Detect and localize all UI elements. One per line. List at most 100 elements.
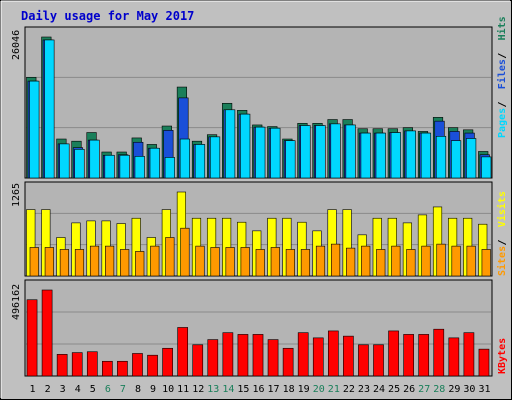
- bar-pages: [104, 154, 115, 179]
- bar-kbytes: [162, 347, 173, 377]
- bar-pages: [44, 39, 55, 179]
- bar-pages: [164, 157, 175, 179]
- bar-sites: [44, 247, 54, 277]
- x-tick-label: 27: [418, 384, 430, 395]
- bar-kbytes: [433, 328, 445, 377]
- bar-pages: [285, 140, 296, 179]
- bar-sites: [135, 251, 145, 277]
- bar-pages: [194, 144, 206, 179]
- bar-sites: [105, 245, 115, 277]
- bar-pages: [209, 136, 221, 179]
- bar-sites: [451, 245, 461, 277]
- x-tick-label: 7: [120, 384, 126, 395]
- x-tick-label: 1: [30, 384, 36, 395]
- bar-kbytes: [373, 344, 384, 377]
- legend-kbytes: KBytes: [497, 338, 508, 374]
- bar-pages: [466, 138, 477, 179]
- bar-sites: [195, 245, 205, 277]
- y-max-label-visits: 1265: [11, 183, 22, 207]
- bar-kbytes: [102, 360, 113, 377]
- bar-sites: [285, 249, 295, 277]
- legend-files: Files: [496, 59, 508, 89]
- bar-sites: [240, 247, 250, 277]
- bar-sites: [421, 245, 431, 277]
- bar-kbytes: [26, 299, 38, 377]
- x-tick-label: 8: [135, 384, 141, 395]
- bar-pages: [481, 156, 492, 179]
- x-tick-label: 4: [75, 384, 81, 395]
- bar-pages: [179, 138, 191, 179]
- bar-pages: [451, 140, 462, 179]
- bar-pages: [435, 136, 447, 179]
- bar-kbytes: [388, 330, 399, 377]
- bar-sites: [391, 245, 401, 277]
- x-tick-label: 19: [298, 384, 310, 395]
- bar-pages: [345, 124, 356, 179]
- bar-kbytes: [267, 339, 279, 377]
- bar-kbytes: [207, 339, 219, 377]
- bar-kbytes: [86, 351, 98, 377]
- y-max-label-hits: 26046: [11, 30, 22, 60]
- bar-sites: [255, 249, 265, 277]
- bar-pages: [300, 125, 311, 179]
- bar-pages: [315, 125, 326, 179]
- bar-pages: [255, 126, 266, 179]
- legend-hits: Hits: [496, 16, 508, 40]
- y-max-label-kbytes: 496162: [11, 284, 22, 320]
- bar-kbytes: [222, 332, 234, 377]
- bar-pages: [225, 109, 236, 179]
- x-tick-label: 17: [268, 384, 280, 395]
- bar-kbytes: [358, 344, 369, 377]
- bar-sites: [361, 245, 371, 277]
- x-tick-label: 29: [448, 384, 460, 395]
- bar-kbytes: [343, 335, 354, 377]
- bar-kbytes: [252, 334, 264, 377]
- x-tick-label: 5: [90, 384, 96, 395]
- bar-sites: [270, 247, 280, 277]
- bar-sites: [330, 243, 341, 277]
- bar-pages: [390, 132, 401, 179]
- x-tick-label: 24: [373, 384, 385, 395]
- x-tick-label: 3: [60, 384, 66, 395]
- bar-pages: [405, 130, 416, 179]
- x-tick-label: 30: [463, 384, 475, 395]
- bar-kbytes: [117, 360, 128, 377]
- x-tick-label: 22: [343, 384, 355, 395]
- bar-kbytes: [147, 354, 158, 377]
- x-tick-label: 14: [222, 384, 234, 395]
- bar-sites: [74, 249, 85, 277]
- legend-sep: /: [497, 53, 508, 59]
- bar-sites: [436, 243, 446, 277]
- chart-title: Daily usage for May 2017: [21, 9, 194, 23]
- x-tick-label: 11: [177, 384, 189, 395]
- bar-pages: [59, 143, 70, 179]
- x-tick-label: 26: [403, 384, 415, 395]
- x-tick-label: 2: [45, 384, 51, 395]
- bar-kbytes: [478, 348, 490, 377]
- x-tick-label: 21: [328, 384, 340, 395]
- bar-sites: [315, 245, 326, 277]
- bar-sites: [346, 247, 356, 277]
- bar-sites: [180, 227, 190, 277]
- x-tick-label: 9: [150, 384, 156, 395]
- bar-kbytes: [312, 337, 324, 377]
- x-tick-label: 6: [105, 384, 111, 395]
- bar-pages: [375, 132, 386, 179]
- bar-sites: [59, 249, 69, 277]
- bar-sites: [406, 249, 416, 277]
- legend-pages: Pages: [497, 108, 508, 138]
- bar-sites: [300, 249, 311, 277]
- bar-pages: [330, 123, 341, 179]
- bar-kbytes: [282, 347, 294, 377]
- x-tick-label: 15: [237, 384, 249, 395]
- bar-pages: [74, 149, 85, 179]
- bar-sites: [150, 245, 160, 277]
- x-tick-label: 25: [388, 384, 400, 395]
- bar-kbytes: [132, 353, 143, 377]
- bar-sites: [210, 247, 220, 277]
- bar-kbytes: [403, 334, 414, 377]
- legend-sep: /: [497, 101, 508, 107]
- x-tick-label: 23: [358, 384, 370, 395]
